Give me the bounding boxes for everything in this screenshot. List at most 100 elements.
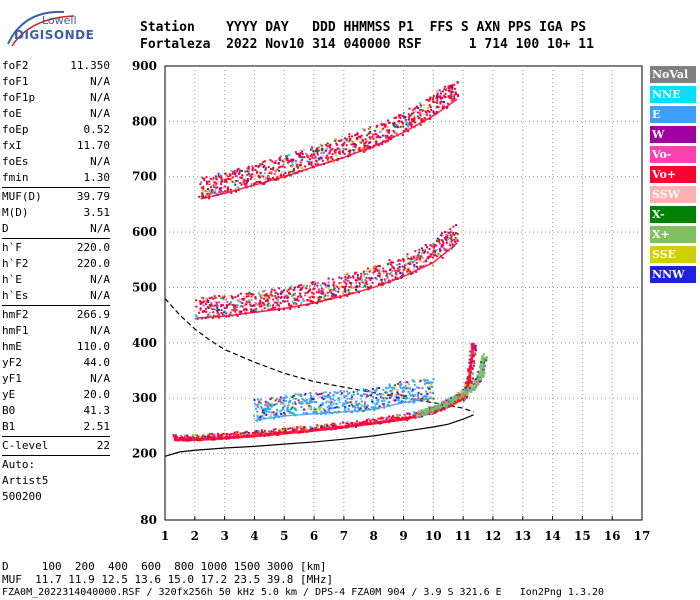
echo-point (232, 432, 235, 435)
echo-point (409, 399, 412, 402)
echo-point (443, 400, 446, 403)
echo-point (176, 436, 179, 439)
echo-point (388, 386, 391, 389)
echo-point (219, 434, 222, 437)
echo-point (292, 302, 295, 305)
echo-point (407, 390, 410, 393)
echo-point (315, 426, 318, 429)
echo-point (474, 347, 477, 350)
echo-point (204, 194, 207, 197)
echo-point (280, 173, 283, 176)
echo-point (456, 238, 459, 241)
echo-point (475, 376, 478, 379)
echo-point (408, 115, 411, 117)
echo-point (280, 175, 283, 177)
echo-point (428, 104, 431, 107)
echo-point (339, 139, 342, 142)
echo-point (265, 167, 267, 170)
echo-point (364, 421, 367, 424)
echo-point (385, 386, 387, 389)
echo-point (482, 374, 485, 377)
echo-point (192, 433, 195, 436)
echo-point (367, 282, 370, 285)
echo-point (375, 140, 378, 143)
x-tick-label: 11 (455, 529, 472, 543)
echo-point (342, 143, 345, 145)
echo-point (446, 102, 449, 105)
echo-point (407, 383, 410, 386)
echo-point (359, 398, 362, 401)
echo-point (234, 187, 237, 190)
echo-point (306, 299, 309, 301)
echo-point (283, 413, 286, 416)
echo-point (469, 385, 472, 387)
echo-point (387, 136, 390, 139)
echo-point (274, 178, 277, 181)
echo-point (198, 436, 201, 439)
param-name: hmF2 (2, 308, 29, 321)
param-name: M(D) (2, 206, 29, 219)
echo-point (465, 382, 468, 384)
echo-point (349, 149, 352, 152)
echo-point (368, 270, 371, 273)
echo-point (313, 284, 316, 287)
echo-point (361, 281, 364, 284)
echo-point (331, 153, 334, 156)
echo-point (301, 153, 304, 155)
x-tick-label: 2 (191, 529, 199, 543)
echo-point (220, 309, 223, 312)
echo-point (269, 167, 272, 170)
echo-point (414, 411, 417, 414)
param-value: 39.79 (76, 190, 110, 203)
echo-point (364, 149, 367, 152)
echo-point (199, 183, 202, 186)
echo-point (241, 302, 244, 304)
echo-point (332, 407, 335, 409)
echo-point (460, 390, 463, 393)
echo-point (305, 401, 308, 404)
echo-point (384, 125, 387, 128)
echo-point (276, 168, 279, 171)
echo-point (260, 305, 262, 308)
echo-point (255, 432, 258, 435)
echo-point (236, 304, 239, 307)
echo-point (201, 189, 204, 192)
echo-point (309, 158, 311, 161)
echo-point (343, 408, 346, 411)
echo-point (456, 93, 459, 96)
echo-point (256, 414, 259, 417)
echo-point (264, 410, 266, 413)
echo-point (450, 238, 453, 241)
echo-point (431, 410, 434, 413)
echo-point (266, 305, 269, 308)
echo-point (443, 408, 446, 411)
echo-point (414, 109, 417, 112)
echo-point (263, 297, 266, 300)
echo-point (237, 167, 240, 170)
echo-point (272, 176, 274, 179)
echo-point (311, 148, 314, 151)
param-name: h`F (2, 241, 22, 254)
param-name: foF2 (2, 59, 29, 72)
echo-point (466, 393, 468, 396)
echo-point (267, 408, 270, 411)
echo-point (397, 383, 400, 385)
echo-point (202, 310, 204, 313)
echo-point (426, 396, 429, 399)
echo-point (441, 240, 444, 243)
echo-point (281, 291, 284, 293)
echo-point (483, 361, 485, 364)
echo-point (261, 309, 264, 312)
echo-point (401, 274, 404, 277)
echo-point (237, 299, 240, 302)
echo-point (452, 225, 455, 228)
echo-point (427, 99, 430, 102)
echo-point (417, 393, 420, 396)
echo-point (309, 402, 312, 405)
echo-point (245, 430, 248, 433)
echo-point (327, 284, 330, 287)
echo-point (356, 276, 359, 279)
echo-point (264, 168, 267, 171)
echo-point (382, 267, 385, 270)
echo-point (278, 174, 281, 177)
